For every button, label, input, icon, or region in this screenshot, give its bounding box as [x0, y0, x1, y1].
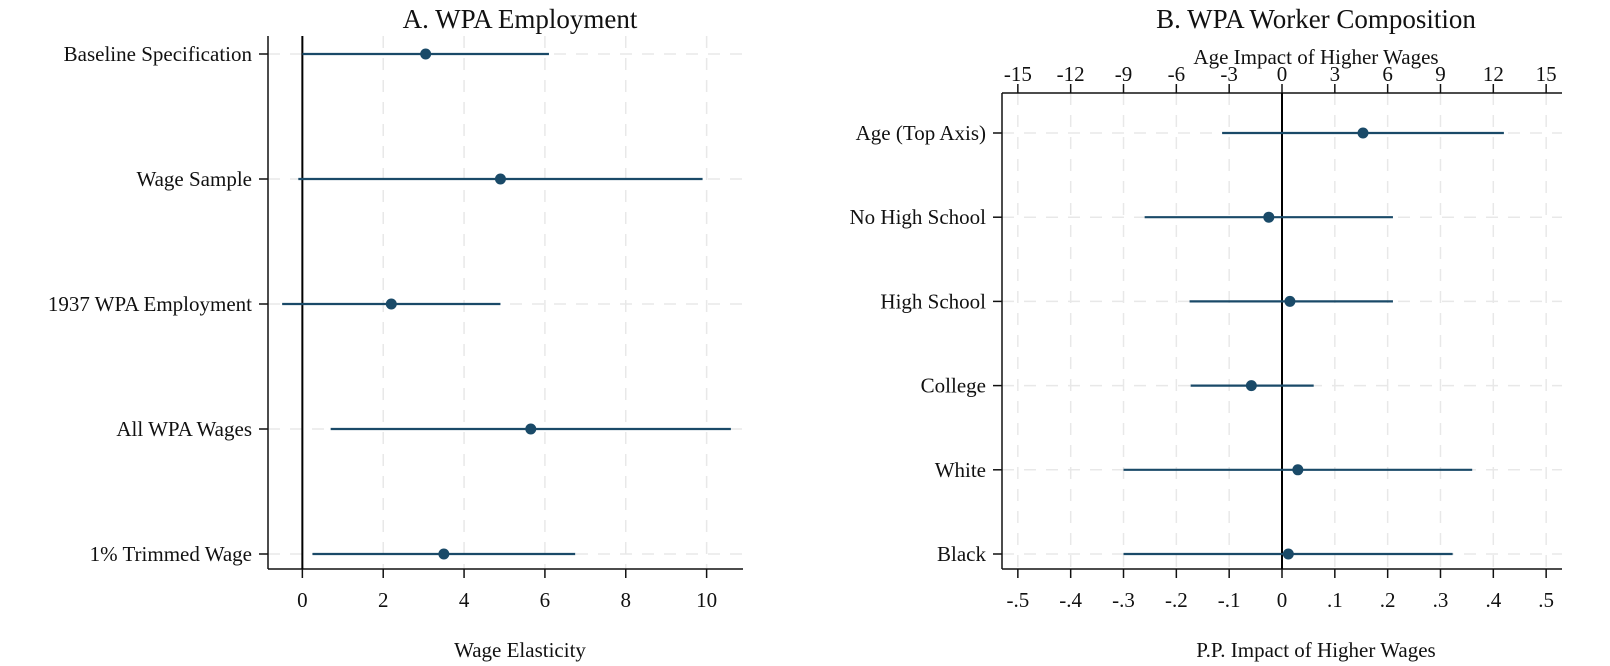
panel-b-point-estimate [1284, 295, 1296, 307]
panel-a-point-estimate [420, 48, 432, 60]
panel-a-x-tick-label: 4 [459, 588, 470, 612]
panel-a-category-label: 1937 WPA Employment [48, 292, 252, 316]
panel-a-x-tick-label: 10 [696, 588, 717, 612]
panel-b-category-label: College [921, 374, 986, 398]
panel-b-x-tick-label: .5 [1538, 588, 1554, 612]
panel-b-x-tick-label: .4 [1485, 588, 1501, 612]
panel-b-top-tick-label: 0 [1277, 62, 1288, 86]
panel-a-category-label: 1% Trimmed Wage [90, 542, 252, 566]
panel-b-title: B. WPA Worker Composition [1156, 4, 1476, 34]
panel-b-x-axis-title: P.P. Impact of Higher Wages [1196, 638, 1435, 662]
panel-b-top-tick-label: 6 [1382, 62, 1393, 86]
panel-b-category-label: Black [937, 542, 986, 566]
panel-a-point-estimate [494, 173, 506, 185]
panel-b-category-label: Age (Top Axis) [856, 121, 986, 145]
panel-b-x-tick-label: -.2 [1165, 588, 1188, 612]
panel-b-point-estimate [1245, 380, 1257, 392]
panel-b-top-tick-label: 3 [1330, 62, 1341, 86]
panel-a-x-tick-label: 8 [621, 588, 632, 612]
panel-b-category-label: No High School [850, 205, 987, 229]
panel-a-x-tick-label: 0 [297, 588, 308, 612]
panel-b-x-tick-label: -.5 [1006, 588, 1029, 612]
panel-a-x-tick-label: 2 [378, 588, 389, 612]
panel-b-point-estimate [1263, 211, 1275, 223]
panel-b-top-tick-label: -3 [1220, 62, 1238, 86]
panel-a-wpa-employment: A. WPA Employment Wage Elasticity 0 2 4 6 8 1… [48, 4, 743, 662]
panel-b-top-tick-label: 9 [1435, 62, 1446, 86]
panel-b-category-label: High School [880, 289, 986, 313]
panel-b-top-tick-label: -15 [1004, 62, 1032, 86]
panel-a-category-label: Baseline Specification [64, 42, 253, 66]
panel-a-x-tick-label: 6 [540, 588, 551, 612]
panel-b-point-estimate [1292, 464, 1304, 476]
panel-b-top-tick-label: 12 [1483, 62, 1504, 86]
panel-b-top-tick-label: -6 [1168, 62, 1186, 86]
panel-b-point-estimate [1282, 548, 1294, 560]
panel-b-category-label: White [935, 458, 986, 482]
panel-b-x-tick-label: -.1 [1218, 588, 1241, 612]
panel-a-point-estimate [525, 423, 537, 435]
panel-b-point-estimate [1357, 127, 1369, 139]
panel-a-x-axis-title: Wage Elasticity [454, 638, 586, 662]
panel-a-title: A. WPA Employment [403, 4, 638, 34]
panel-b-x-tick-label: -.3 [1112, 588, 1135, 612]
panel-a-category-label: Wage Sample [136, 167, 252, 191]
panel-a-point-estimate [438, 548, 450, 560]
panel-a-point-estimate [385, 298, 397, 310]
panel-b-x-tick-label: .1 [1327, 588, 1343, 612]
panel-b-worker-composition: B. WPA Worker Composition Age Impact of … [850, 4, 1562, 662]
panel-b-x-tick-label: -.4 [1059, 588, 1082, 612]
panel-b-x-tick-label: 0 [1277, 588, 1288, 612]
panel-b-top-tick-label: -9 [1115, 62, 1133, 86]
panel-b-x-tick-label: .2 [1380, 588, 1396, 612]
panel-b-top-axis-title: Age Impact of Higher Wages [1193, 45, 1438, 69]
panel-a-category-label: All WPA Wages [116, 417, 252, 441]
panel-b-x-tick-label: .3 [1433, 588, 1449, 612]
panel-b-top-tick-label: 15 [1536, 62, 1557, 86]
panel-b-top-tick-label: -12 [1057, 62, 1085, 86]
